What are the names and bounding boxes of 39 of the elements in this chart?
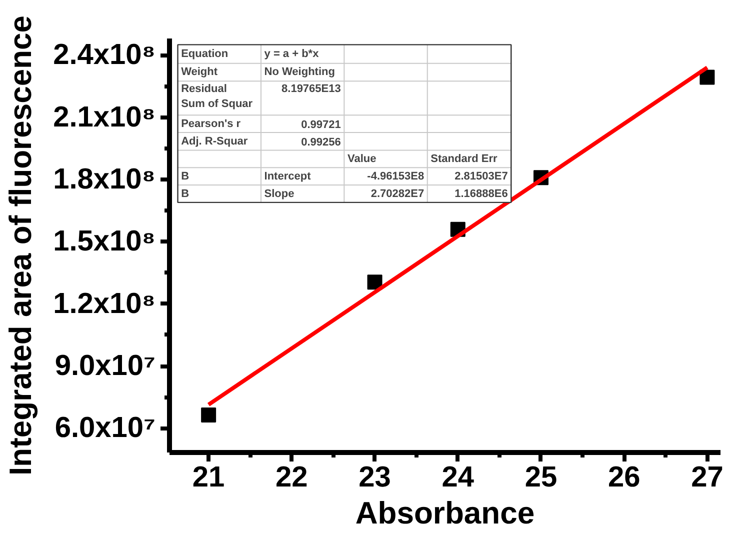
y-tick-label: 6.0x10⁷ (54, 412, 156, 444)
point (367, 274, 382, 290)
x-tick-label: 23 (358, 462, 391, 494)
x-axis-title: Absorbance (355, 496, 535, 530)
x-tick-label: 27 (691, 462, 724, 494)
annotation: Adj. R-Squar (181, 135, 248, 148)
annotation: 2.70282E7 (370, 188, 424, 200)
point (201, 407, 216, 422)
point (700, 70, 715, 85)
annotation: Residual Sum of Squar (181, 83, 254, 110)
x-tick-label: 25 (524, 462, 558, 494)
y-tick-label: 2.1x10⁸ (53, 101, 156, 134)
annotation: 2.81503E7 (454, 170, 508, 182)
annotation: 8.19765E13 (282, 83, 341, 96)
x-tick-label: 24 (442, 462, 474, 494)
annotation: y = a + b*x (264, 48, 320, 60)
y-tick-label: 1.8x10⁸ (53, 163, 156, 196)
annotation: -4.96153E8 (367, 170, 424, 182)
annotation: B (181, 170, 190, 182)
annotation: 1.16888E6 (454, 188, 508, 200)
annotation: Intercept (264, 170, 312, 182)
y-tick-label: 2.4x10⁸ (53, 39, 156, 72)
annotation: B (181, 188, 190, 200)
y-tick-label: 1.5x10⁸ (53, 226, 156, 258)
annotation: No Weighting (264, 66, 335, 78)
annotation: 0.99721 (301, 118, 341, 131)
y-tick-label: 1.2x10⁸ (53, 288, 156, 320)
x-tick-label: 22 (276, 462, 308, 494)
x-tick-label: 21 (192, 462, 225, 494)
annotation: Value (347, 152, 376, 165)
annotation: 0.99256 (301, 136, 341, 148)
annotation: Slope (264, 188, 294, 200)
x-tick-label: 26 (608, 462, 640, 494)
annotation: Pearson's r (181, 118, 242, 130)
annotation: Standard Err (430, 152, 498, 165)
y-axis-title: Integrated area of fluorescence (3, 15, 38, 476)
annotation: Weight (181, 66, 218, 78)
annotation: Equation (181, 48, 228, 60)
y-tick-label: 9.0x10⁷ (54, 350, 156, 382)
